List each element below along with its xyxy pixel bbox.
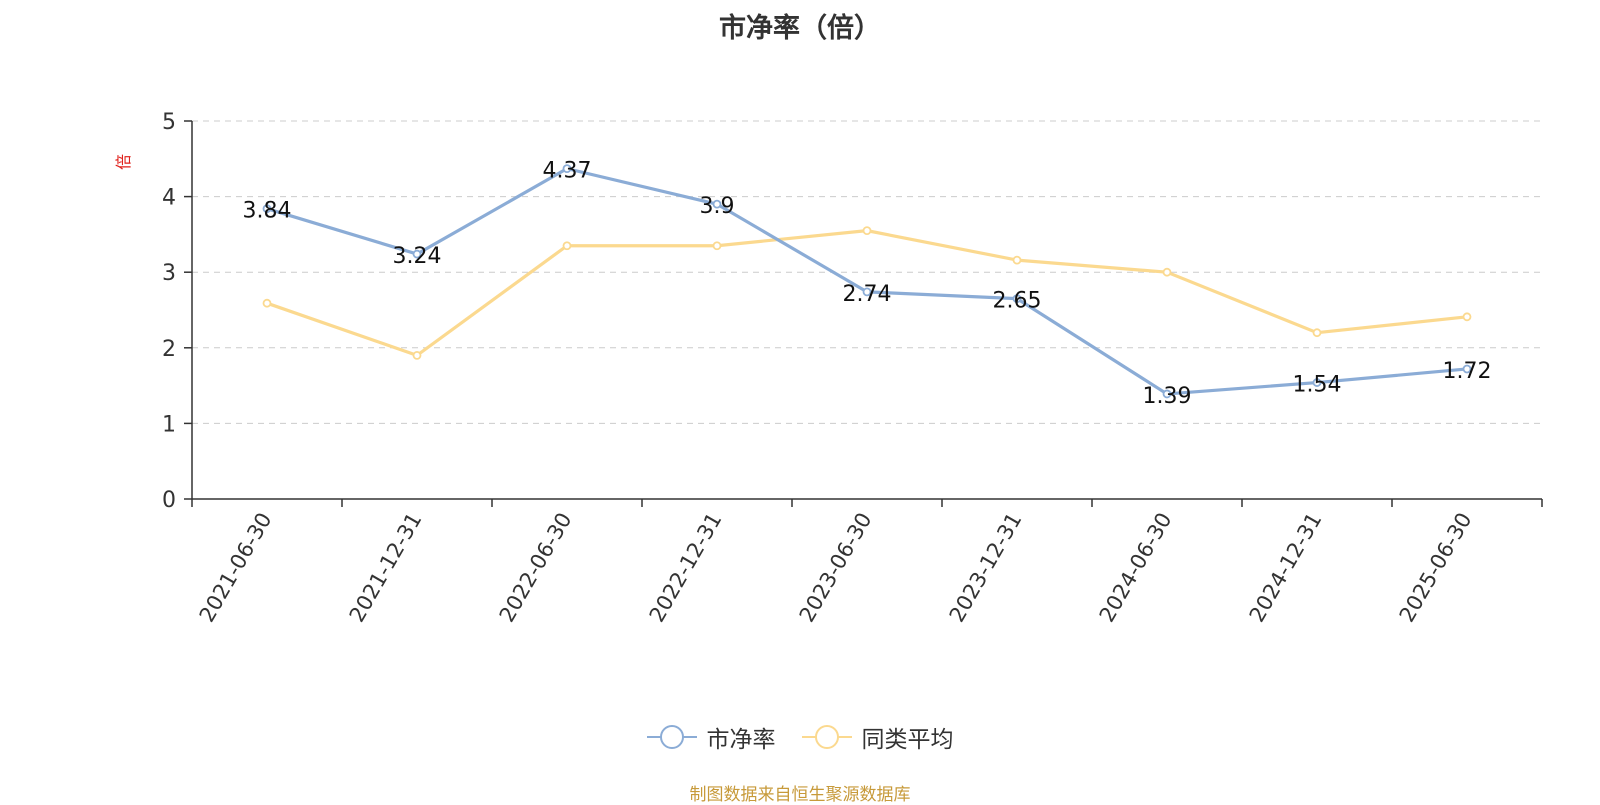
y-tick-label: 1 [162,412,176,437]
data-point-pb [412,249,422,259]
data-label-pb: 1.72 [1443,359,1492,384]
data-point-avg [412,350,422,360]
line-chart: 0 1 2 3 4 5 2021-06-30 2021-12-31 2022-06-30 2022… [162,110,1543,627]
data-label-pb: 3.24 [393,244,442,269]
legend-dot-pb-icon [659,725,684,749]
x-tick-label: 2023-12-31 [945,509,1027,627]
legend: 市净率 同类平均 [0,720,1600,754]
data-point-avg [1462,312,1472,322]
y-tick-label: 0 [162,488,176,513]
data-point-pb [862,287,872,297]
x-tick-label: 2024-06-30 [1095,509,1177,627]
legend-label-avg: 同类平均 [861,727,954,753]
data-point-pb [1312,378,1322,387]
x-tick-label: 2023-06-30 [795,509,877,627]
data-point-avg [1012,255,1022,265]
legend-line-pb-icon [646,725,697,749]
x-tick-label: 2022-12-31 [645,509,727,627]
y-tick-label: 5 [162,110,176,135]
data-point-pb [562,164,572,174]
x-tick-label: 2022-06-30 [495,509,577,627]
legend-item-pb[interactable]: 市净率 [646,720,776,754]
data-point-avg [712,241,722,251]
data-point-avg [862,226,872,236]
data-point-pb [1162,389,1172,399]
data-label-pb: 3.9 [700,194,735,219]
data-point-pb [712,199,722,209]
y-tick-label: 3 [162,261,176,286]
data-point-avg [562,241,572,251]
data-point-avg [1162,267,1172,277]
data-point-pb [1012,294,1022,304]
chart-title: 市净率（倍） [719,13,881,44]
data-label-pb: 2.74 [843,282,892,307]
data-source-note: 制图数据来自恒生聚源数据库 [689,785,911,805]
legend-label-pb: 市净率 [706,727,776,753]
legend-dot-avg-icon [814,725,839,749]
y-tick-label: 4 [162,186,176,211]
x-tick-label: 2025-06-30 [1395,509,1477,627]
data-label-pb: 1.39 [1143,384,1192,409]
x-tick-label: 2024-12-31 [1245,509,1327,627]
data-point-avg [1312,328,1322,338]
data-point-pb [1462,364,1472,374]
x-tick-label: 2021-06-30 [195,509,277,627]
y-tick-label: 2 [162,337,176,362]
legend-line-avg-icon [801,725,852,749]
data-point-avg [262,298,272,308]
data-label-pb: 1.54 [1293,373,1342,398]
data-label-pb: 2.65 [993,289,1042,314]
legend-item-avg[interactable]: 同类平均 [801,720,954,754]
data-point-pb [262,204,272,214]
x-tick-label: 2021-12-31 [345,509,427,627]
data-label-pb: 4.37 [543,159,592,184]
data-label-pb: 3.84 [243,199,292,224]
